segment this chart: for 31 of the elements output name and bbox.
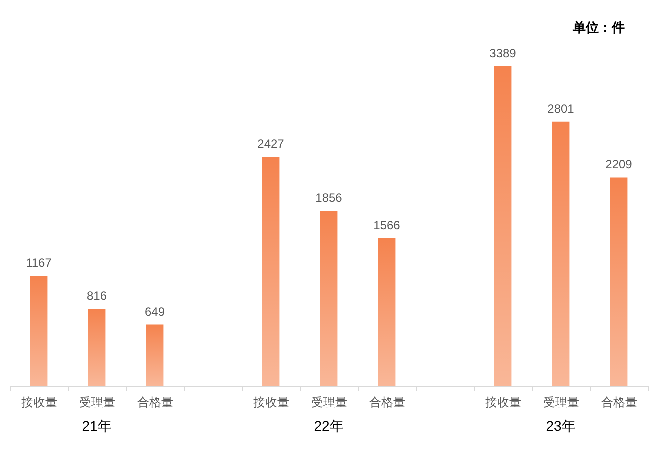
x-tick-label: 合格量	[138, 396, 174, 410]
bar	[610, 178, 628, 386]
bar	[494, 66, 512, 386]
text: 23年	[546, 418, 576, 434]
bar	[146, 324, 164, 386]
data-label: 3389	[490, 46, 517, 60]
x-tick-label: 合格量	[602, 396, 638, 410]
data-label: 2427	[258, 137, 285, 152]
bar	[262, 157, 280, 386]
text: 单位：件	[572, 20, 625, 35]
x-tick-label: 接收量	[22, 396, 58, 410]
x-tick-label: 合格量	[370, 396, 406, 410]
data-label: 1856	[316, 191, 343, 206]
x-tick-label: 接收量	[486, 396, 522, 410]
bar	[552, 122, 570, 386]
data-label: 649	[144, 304, 166, 319]
data-label: 2801	[548, 102, 575, 116]
data-label: 816	[86, 289, 108, 304]
bar	[30, 276, 48, 386]
data-label: 2209	[606, 158, 633, 172]
data-label: 1167	[26, 256, 52, 270]
bar	[320, 211, 338, 386]
x-tick-label: 受理量	[544, 396, 580, 410]
bar	[378, 238, 396, 386]
x-tick-label: 受理量	[312, 396, 348, 410]
x-tick-label: 接收量	[254, 396, 290, 410]
text: 22年	[314, 418, 344, 434]
text: 21年	[82, 418, 112, 434]
data-label: 1566	[374, 218, 401, 232]
x-tick-label: 受理量	[80, 396, 116, 410]
bar	[88, 309, 106, 386]
